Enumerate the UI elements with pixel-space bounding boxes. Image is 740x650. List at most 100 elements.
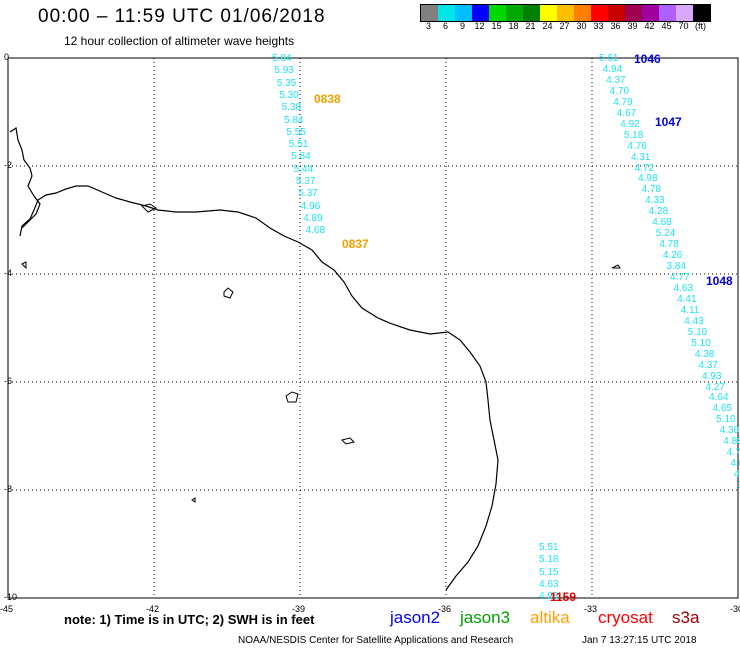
map-frame (7, 57, 739, 599)
pass-time: 1048 (706, 274, 733, 288)
coastline-north (9, 126, 41, 229)
lat-tick-label: -6 (4, 376, 13, 386)
swh-value: 4.63 (539, 578, 559, 590)
scale-label: 24 (542, 21, 553, 31)
swh-value: 4.98 (638, 173, 658, 185)
swh-value: 4.78 (659, 239, 679, 251)
pass-time: 1159 (550, 590, 577, 604)
scale-swatch (642, 5, 659, 21)
scale-label: (ft) (695, 21, 706, 31)
pass-time: 1047 (655, 115, 682, 129)
scale-swatch (625, 5, 642, 21)
lon-tick-label: -45 (0, 604, 14, 614)
swh-value: 4.27 (705, 381, 725, 393)
swh-value: 4.11 (680, 304, 700, 316)
scale-swatch (438, 5, 455, 21)
swh-value: 5.15 (539, 566, 559, 578)
swh-value: 4.79 (613, 96, 633, 108)
scale-label: 6 (442, 21, 448, 31)
swh-value: 4.64 (709, 392, 729, 404)
island-1 (223, 287, 234, 299)
scale-swatch (506, 5, 523, 21)
lat-tick-label: -8 (4, 484, 13, 494)
swh-value: 5.84 (284, 114, 304, 126)
page-title: 00:00 – 11:59 UTC 01/06/2018 (38, 6, 326, 27)
island-2 (285, 391, 299, 403)
swh-value: 4.94 (602, 63, 623, 75)
scale-label: 45 (661, 21, 672, 31)
scale-swatch (659, 5, 676, 21)
swh-value: 5.18 (539, 554, 559, 566)
swh-value: 4.6 (730, 458, 740, 470)
island-6 (21, 261, 27, 270)
lon-tick-label: -30 (730, 604, 740, 614)
scale-swatch (591, 5, 608, 21)
legend-s3a: s3a (672, 608, 700, 627)
swh-value: 4.68 (305, 225, 326, 237)
swh-value: 4.26 (662, 250, 683, 262)
swh-value: 4.30 (719, 425, 740, 437)
scale-label: 30 (576, 21, 587, 31)
lat-tick-label: -10 (4, 592, 18, 602)
island-7 (191, 497, 196, 503)
lon-tick-label: -42 (146, 604, 160, 614)
scale-swatch (523, 5, 540, 21)
scale-label: 9 (459, 21, 465, 31)
pass-time: 1046 (634, 52, 661, 66)
swh-value: 4.92 (620, 118, 640, 130)
page-subtitle: 12 hour collection of altimeter wave hei… (64, 34, 295, 48)
swh-value: 3 (737, 480, 740, 491)
scale-label: 27 (559, 21, 570, 31)
lon-tick-label: -33 (584, 604, 598, 614)
swh-value: 5.37 (296, 176, 316, 187)
map-grid (8, 58, 738, 598)
swh-value: 4.63 (673, 282, 694, 294)
swh-value: 4.33 (645, 195, 665, 207)
swh-value: 5.10 (716, 414, 736, 426)
swh-value: 5.30 (279, 89, 299, 101)
scale-swatch (455, 5, 472, 21)
swh-value: 4.31 (630, 151, 651, 163)
swh-value: 5.35 (276, 77, 297, 89)
swh-value: 4.65 (712, 403, 733, 415)
scale-label: 42 (644, 21, 655, 31)
scale-swatch (540, 5, 557, 21)
swh-value: 4.37 (698, 359, 718, 371)
scale-label: 70 (678, 21, 689, 31)
swh-value: 5.93 (274, 65, 294, 77)
scale-label: 3 (425, 21, 431, 31)
swh-value: 4.68 (652, 217, 672, 229)
swh-value: 4.96 (300, 200, 321, 212)
coastline (19, 185, 499, 591)
legend-jason2: jason2 (390, 608, 441, 627)
swh-value: 5.84 (272, 53, 292, 64)
swh-value: 5.24 (655, 228, 676, 240)
swh-value: 4.41 (677, 293, 697, 305)
legend-jason3: jason3 (460, 608, 511, 627)
lon-tick-label: -39 (292, 604, 306, 614)
scale-label: 18 (508, 21, 519, 31)
swh-value: 5.10 (687, 326, 708, 338)
swh-value: 5.44 (293, 163, 314, 175)
scale-label: 21 (525, 21, 536, 31)
legend-cryosat: cryosat (598, 608, 653, 627)
scale-swatch (421, 5, 438, 21)
swh-value: 4.38 (694, 348, 715, 360)
swh-value: 5.10 (691, 337, 711, 349)
swh-value: 4.78 (641, 184, 662, 196)
swh-value: 3.84 (666, 261, 686, 273)
scale-swatch (557, 5, 574, 21)
scale-swatch (472, 5, 489, 21)
swh-value: 5.61 (599, 53, 619, 64)
swh-value: 4.28 (648, 206, 669, 218)
swh-value: 4.93 (539, 591, 559, 603)
island-3 (341, 437, 355, 445)
scale-swatch (676, 5, 693, 21)
swh-value: 4.77 (670, 272, 690, 283)
footer-credit: NOAA/NESDIS Center for Satellite Applica… (238, 635, 514, 646)
swh-value: 5.55 (286, 126, 306, 138)
swh-value: 5.51 (539, 542, 559, 553)
swh-value: 4.43 (684, 315, 704, 327)
scale-label: 15 (491, 21, 502, 31)
scale-label: 12 (474, 21, 485, 31)
